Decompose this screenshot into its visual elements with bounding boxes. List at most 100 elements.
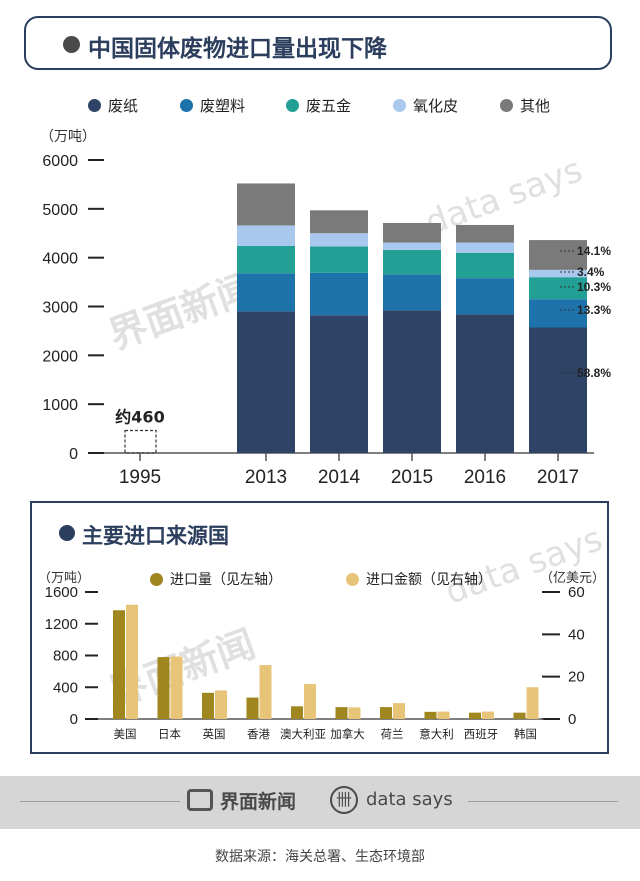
legend-swatch-icon bbox=[180, 98, 193, 112]
x-tick-label: 1995 bbox=[119, 467, 161, 488]
bar-volume bbox=[469, 712, 481, 719]
bar-segment-氧化皮 bbox=[383, 242, 441, 250]
country-label: 英国 bbox=[203, 727, 226, 741]
x-tick-label: 2014 bbox=[318, 467, 361, 488]
country-label: 意大利 bbox=[419, 727, 454, 741]
y-tick-label: 1000 bbox=[42, 397, 78, 414]
x-tick-label: 2015 bbox=[391, 467, 433, 488]
legend-swatch-icon bbox=[150, 572, 163, 586]
legend-label: 废塑料 bbox=[200, 96, 246, 115]
legend-label: 废五金 bbox=[306, 96, 352, 115]
country-label: 加拿大 bbox=[330, 727, 365, 741]
bar-1995-outline bbox=[124, 429, 157, 454]
legend-swatch-icon bbox=[500, 98, 513, 112]
legend-item-metal: 废五金 bbox=[286, 94, 351, 116]
bar-segment-废纸 bbox=[383, 310, 441, 453]
left-y-tick-label: 800 bbox=[53, 648, 78, 665]
title-box: 中国固体废物进口量出现下降 bbox=[24, 16, 612, 70]
datasays-logo-icon: 卌 bbox=[330, 786, 358, 814]
bar-segment-废五金 bbox=[529, 277, 587, 300]
bar-volume bbox=[291, 706, 303, 719]
bar-segment-废五金 bbox=[237, 245, 295, 274]
footer-brand-jiemian: 界面新闻 bbox=[220, 791, 297, 813]
right-y-tick-label: 40 bbox=[568, 626, 585, 643]
country-label: 美国 bbox=[114, 727, 137, 741]
bar-segment-废塑料 bbox=[237, 273, 295, 312]
lower-panel bbox=[30, 501, 609, 754]
country-label: 西班牙 bbox=[464, 727, 499, 741]
country-label: 荷兰 bbox=[381, 727, 404, 741]
bar-volume bbox=[424, 711, 437, 719]
lower-left-unit: （万吨） bbox=[38, 571, 91, 586]
y-tick-label: 5000 bbox=[42, 202, 78, 219]
lower-right-unit: （亿美元） bbox=[540, 571, 606, 586]
legend-swatch-icon bbox=[346, 572, 359, 586]
bar-segment-废五金 bbox=[383, 249, 441, 275]
bar-value bbox=[437, 711, 450, 719]
x-tick-label: 2016 bbox=[464, 467, 506, 488]
legend-swatch-icon bbox=[88, 98, 101, 112]
legend-item-other: 其他 bbox=[500, 94, 550, 116]
legend-label: 废纸 bbox=[108, 96, 139, 115]
legend-item-scale: 氧化皮 bbox=[393, 94, 458, 116]
bar-volume bbox=[202, 692, 214, 719]
bar-volume bbox=[113, 610, 125, 719]
bar-segment-废塑料 bbox=[529, 299, 587, 328]
bar-segment-其他 bbox=[383, 222, 441, 243]
x-tick-label: 2017 bbox=[537, 467, 579, 488]
bar-segment-废纸 bbox=[310, 315, 368, 453]
bar-value bbox=[526, 687, 539, 719]
legend-label: 其他 bbox=[520, 96, 551, 115]
bar-volume bbox=[335, 707, 348, 719]
lower-legend-value: 进口金额（见右轴） bbox=[346, 568, 492, 590]
bar-segment-氧化皮 bbox=[529, 269, 587, 278]
bar-segment-其他 bbox=[237, 183, 295, 226]
legend-label: 进口量（见左轴） bbox=[170, 572, 282, 588]
bar-value bbox=[126, 604, 138, 719]
footer-divider bbox=[468, 801, 618, 802]
footer-bar bbox=[0, 776, 640, 829]
footer-divider bbox=[20, 801, 180, 802]
pct-label: 14.1% bbox=[577, 244, 611, 258]
bar-value bbox=[215, 690, 227, 719]
bar-segment-废塑料 bbox=[456, 278, 514, 315]
bar-segment-废五金 bbox=[310, 246, 368, 273]
right-y-tick-label: 60 bbox=[568, 584, 585, 601]
legend-label: 氧化皮 bbox=[413, 96, 459, 115]
bar-value bbox=[482, 711, 494, 719]
country-label: 香港 bbox=[247, 727, 270, 741]
bar-segment-其他 bbox=[310, 210, 368, 234]
legend-item-paper: 废纸 bbox=[88, 94, 138, 116]
right-y-tick-label: 20 bbox=[568, 669, 585, 686]
country-label: 韩国 bbox=[514, 727, 537, 741]
bar-value bbox=[170, 656, 183, 719]
left-y-tick-label: 0 bbox=[70, 711, 78, 728]
page-title: 中国固体废物进口量出现下降 bbox=[88, 36, 387, 62]
bar-segment-其他 bbox=[456, 224, 514, 243]
top-y-unit: （万吨） bbox=[40, 129, 96, 145]
left-y-tick-label: 1600 bbox=[45, 584, 78, 601]
bar-segment-废塑料 bbox=[383, 274, 441, 311]
bar-value bbox=[304, 684, 316, 719]
pct-label: 3.4% bbox=[577, 265, 605, 279]
legend-swatch-icon bbox=[286, 98, 299, 112]
legend-item-plastic: 废塑料 bbox=[180, 94, 245, 116]
bar-segment-废塑料 bbox=[310, 272, 368, 316]
y-tick-label: 3000 bbox=[42, 300, 78, 317]
y-tick-label: 0 bbox=[69, 446, 78, 463]
legend-label: 进口金额（见右轴） bbox=[366, 572, 492, 588]
bar-segment-废纸 bbox=[237, 311, 295, 453]
bar-volume bbox=[513, 712, 526, 719]
bar-volume bbox=[380, 707, 392, 719]
pct-label: 58.8% bbox=[577, 366, 611, 380]
footer-brand-datasays: data says bbox=[366, 789, 453, 810]
left-y-tick-label: 1200 bbox=[45, 616, 78, 633]
bar-value bbox=[259, 665, 272, 719]
data-source: 数据来源：海关总署、生态环境部 bbox=[215, 849, 425, 865]
bar-segment-氧化皮 bbox=[310, 233, 368, 247]
country-label: 日本 bbox=[158, 727, 181, 741]
bar-segment-氧化皮 bbox=[237, 225, 295, 246]
lower-title: 主要进口来源国 bbox=[82, 524, 229, 548]
x-tick-label: 2013 bbox=[245, 467, 287, 488]
